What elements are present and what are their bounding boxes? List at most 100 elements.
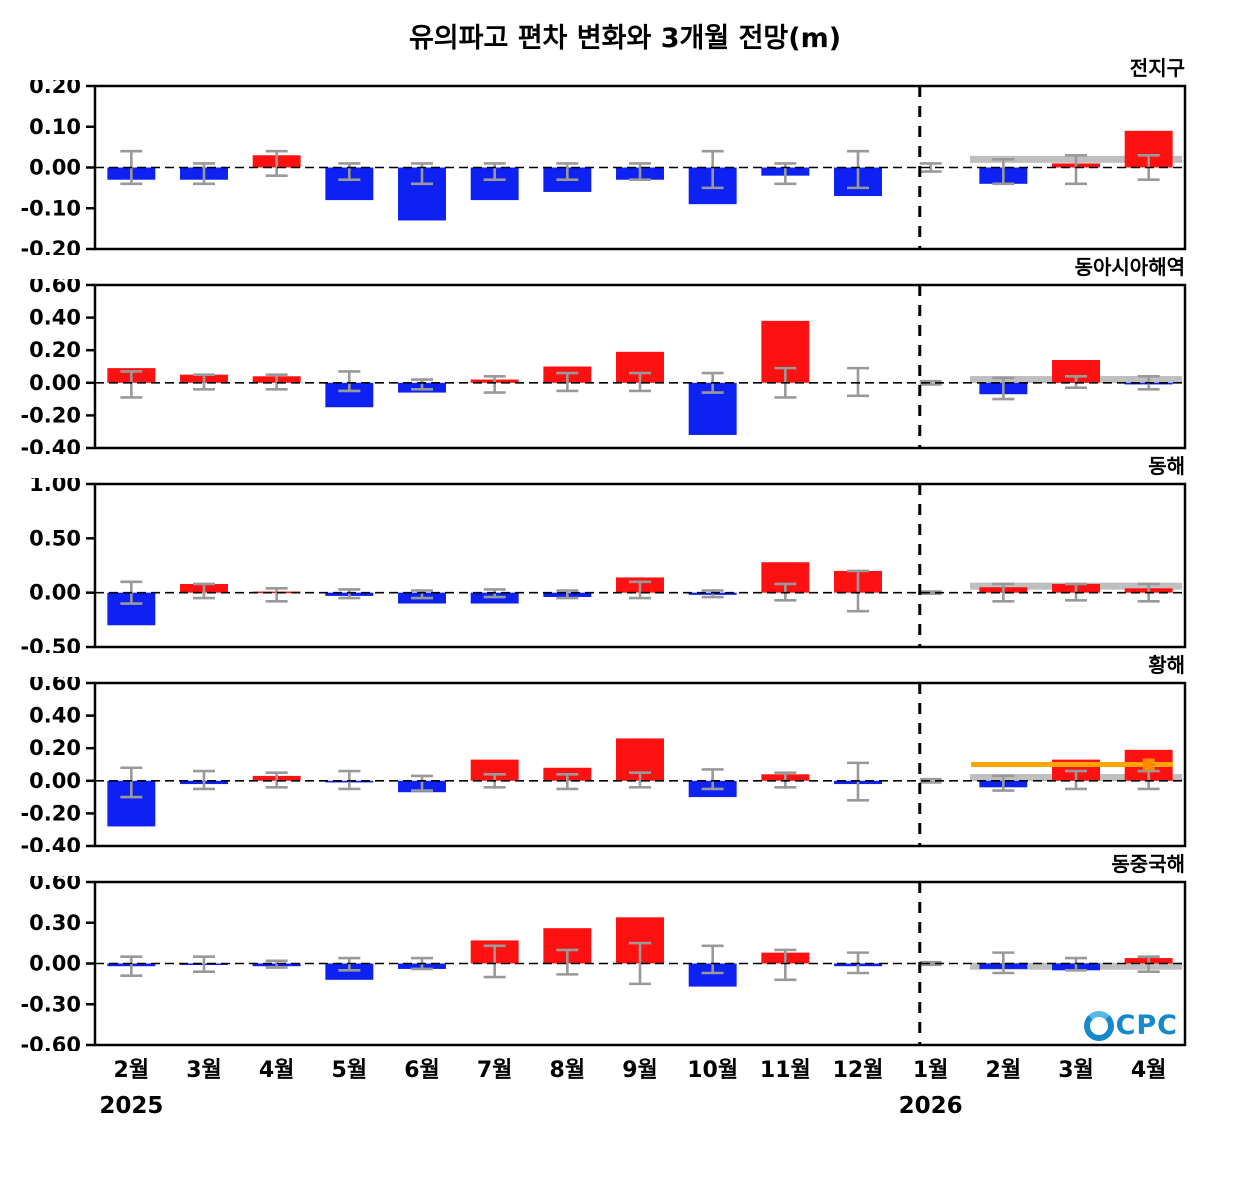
x-axis: 2월 3월 4월 5월 6월 7월 8월 9월 10월 11월 12월 1월 2월 3월 4월 2025 202… bbox=[99, 1058, 1167, 1119]
error-bar bbox=[556, 772, 579, 791]
panel-east-asia: 동아시아해역 0.60 0.40 0.20 0.00 -0.20 -0.40 bbox=[0, 255, 1250, 454]
y-tick-label: -0.40 bbox=[20, 436, 81, 454]
error-bar bbox=[120, 370, 143, 399]
x-tick-label: 9월 bbox=[622, 1058, 658, 1083]
year-label: 2026 bbox=[899, 1093, 963, 1119]
error-bar bbox=[629, 771, 651, 789]
panel-east-sea: 동해 1.00 0.50 0.00 -0.50 bbox=[0, 454, 1250, 653]
error-bar bbox=[193, 955, 215, 973]
error-bar bbox=[338, 769, 361, 791]
panel-title-global: 전지구 bbox=[1129, 56, 1185, 80]
error-bar bbox=[701, 944, 724, 975]
y-tick-label: 0.00 bbox=[29, 581, 81, 605]
error-bar bbox=[701, 768, 724, 791]
panel-plot-global: 0.20 0.10 0.00 -0.10 -0.20 bbox=[20, 80, 1187, 255]
error-bar bbox=[701, 589, 724, 599]
error-bar bbox=[556, 371, 579, 393]
y-tick-label: 0.30 bbox=[29, 911, 81, 935]
x-tick-label: 1월 bbox=[913, 1058, 949, 1083]
bar-2025-10월 bbox=[688, 963, 737, 987]
x-tick-label: 3월 bbox=[186, 1058, 222, 1083]
y-tick-label: -0.20 bbox=[20, 403, 81, 427]
error-bar bbox=[701, 149, 724, 190]
error-bar bbox=[919, 590, 942, 596]
error-bar bbox=[629, 941, 651, 986]
x-tick-label: 2월 bbox=[986, 1058, 1022, 1083]
error-bar bbox=[338, 588, 361, 600]
plot-frame bbox=[93, 681, 1187, 848]
error-bar bbox=[193, 162, 215, 186]
error-bar bbox=[411, 774, 433, 792]
bar-2025-7월 bbox=[470, 759, 519, 781]
error-bar bbox=[847, 761, 869, 802]
error-bar bbox=[629, 580, 651, 600]
error-bar bbox=[1137, 769, 1160, 791]
panel-east-china-sea: 동중국해 0.60 0.30 0.00 -0.30 -0.60 CPC bbox=[0, 852, 1250, 1051]
error-bar bbox=[483, 944, 506, 979]
y-tick-label: 0.00 bbox=[29, 156, 81, 180]
y-tick-label: 0.60 bbox=[29, 279, 81, 297]
y-tick-label: 0.40 bbox=[29, 704, 81, 728]
ocpc-logo-text: CPC bbox=[1115, 1010, 1178, 1041]
y-tick-label: 0.00 bbox=[29, 769, 81, 793]
y-tick-label: -0.60 bbox=[20, 1033, 81, 1051]
y-tick-label: -0.40 bbox=[20, 834, 81, 852]
ocpc-logo-ring-icon bbox=[1083, 1011, 1114, 1041]
error-bar bbox=[774, 948, 797, 982]
panel-plot-yellow-sea: 0.60 0.40 0.20 0.00 -0.20 -0.40 bbox=[20, 677, 1187, 852]
panel-plot-east-asia: 0.60 0.40 0.20 0.00 -0.20 -0.40 bbox=[20, 279, 1187, 454]
error-bar bbox=[265, 149, 288, 177]
error-bar bbox=[992, 951, 1015, 975]
y-tick-label: 0.10 bbox=[29, 115, 81, 139]
chart-title: 유의파고 편차 변화와 3개월 전망(m) bbox=[408, 23, 842, 54]
error-bar bbox=[411, 378, 433, 391]
error-bar bbox=[992, 582, 1015, 603]
overlay-marker-icon bbox=[1142, 758, 1155, 771]
error-bar bbox=[919, 162, 942, 173]
error-bar bbox=[193, 373, 215, 391]
y-tick-label: 0.60 bbox=[29, 677, 81, 695]
y-tick-label: 0.60 bbox=[29, 876, 81, 894]
y-tick-label: 0.40 bbox=[29, 306, 81, 330]
panel-plot-east-china-sea: 0.60 0.30 0.00 -0.30 -0.60 bbox=[20, 876, 1187, 1051]
error-bar bbox=[120, 766, 143, 799]
y-tick-label: 0.00 bbox=[29, 371, 81, 395]
x-tick-label: 2월 bbox=[114, 1058, 150, 1083]
x-tick-label: 7월 bbox=[477, 1058, 513, 1083]
error-bar bbox=[265, 373, 288, 391]
panel-title-yellow-sea: 황해 bbox=[1148, 653, 1185, 677]
y-tick-label: -0.20 bbox=[20, 801, 81, 825]
panel-title-east-china-sea: 동중국해 bbox=[1111, 852, 1185, 876]
error-bar bbox=[265, 959, 288, 969]
y-tick-label: -0.50 bbox=[20, 635, 81, 653]
error-bar bbox=[992, 158, 1015, 186]
panel-title-east-asia: 동아시아해역 bbox=[1074, 255, 1185, 279]
error-bar bbox=[193, 582, 215, 600]
x-tick-label: 5월 bbox=[332, 1058, 368, 1083]
error-bar bbox=[338, 162, 361, 182]
x-tick-label: 10월 bbox=[687, 1058, 738, 1083]
error-bar bbox=[120, 955, 143, 978]
x-tick-label: 3월 bbox=[1058, 1058, 1094, 1083]
y-tick-label: -0.20 bbox=[20, 237, 81, 255]
ocpc-logo: CPC bbox=[1083, 1010, 1178, 1041]
x-tick-label: 4월 bbox=[259, 1058, 295, 1083]
error-bar bbox=[483, 162, 506, 182]
error-bar bbox=[919, 379, 942, 386]
plot-frame bbox=[93, 283, 1187, 450]
error-bar bbox=[847, 366, 869, 398]
bar-2025-5월 bbox=[325, 963, 374, 980]
error-bar bbox=[411, 589, 433, 600]
y-tick-label: 0.50 bbox=[29, 526, 81, 550]
x-tick-label: 4월 bbox=[1131, 1058, 1167, 1083]
x-tick-label: 6월 bbox=[404, 1058, 440, 1083]
error-bar bbox=[847, 149, 869, 190]
error-bar bbox=[265, 771, 288, 789]
year-label: 2025 bbox=[99, 1093, 163, 1119]
y-tick-label: 0.20 bbox=[29, 80, 81, 98]
error-bar bbox=[556, 162, 579, 182]
y-tick-label: -0.10 bbox=[20, 196, 81, 220]
error-bar bbox=[1065, 153, 1087, 186]
error-bar bbox=[1065, 769, 1087, 791]
error-bar bbox=[556, 589, 579, 600]
